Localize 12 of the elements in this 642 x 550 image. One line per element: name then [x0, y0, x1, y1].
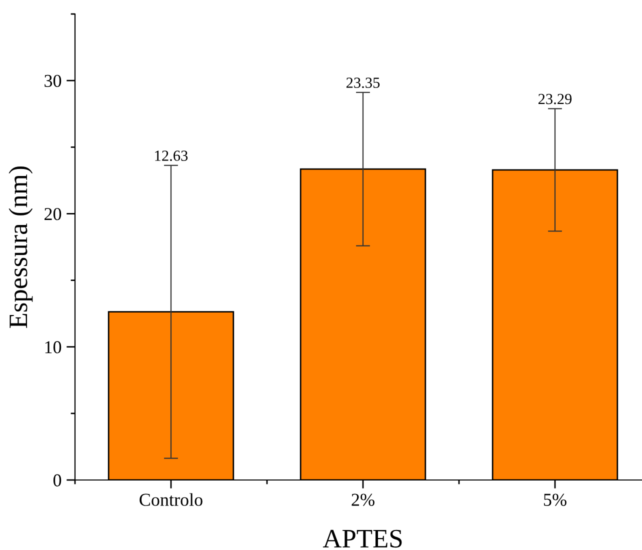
x-axis-title: APTES: [322, 530, 402, 548]
annotation: 12.63: [155, 150, 188, 161]
y-tick-label: 0: [53, 474, 62, 486]
x-tick-label: 2%: [352, 494, 374, 506]
y-tick-label: 20: [44, 208, 62, 220]
y-tick-label: 30: [44, 74, 62, 88]
annotation: 23.29: [538, 94, 572, 104]
x-tick-label: 5%: [544, 494, 566, 506]
annotation: 23.35: [346, 78, 380, 88]
y-tick-label: 10: [45, 341, 62, 354]
x-tick-label: Controlo: [140, 493, 202, 506]
y-axis-title: Espessura (nm): [8, 166, 33, 328]
